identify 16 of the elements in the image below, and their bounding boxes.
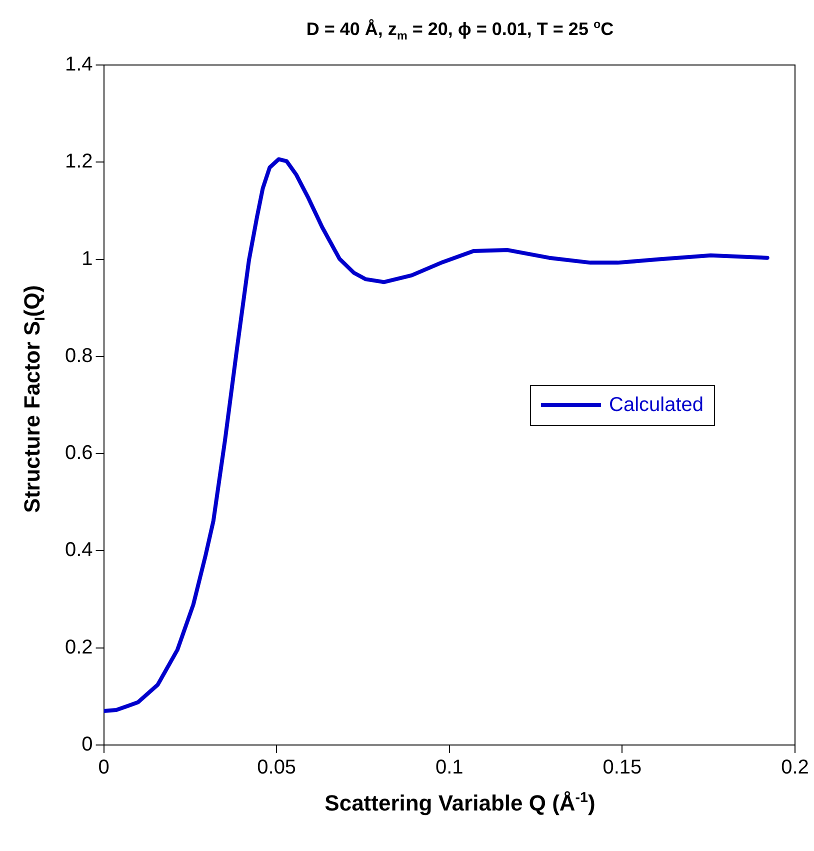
x-tick-label: 0.2 — [781, 756, 809, 779]
y-tick-label: 1.4 — [64, 54, 93, 76]
x-axis-title: Scattering Variable Q (Å$^{-1}$) — [324, 790, 596, 816]
x-tick-label: 0.05 — [257, 756, 296, 779]
y-tick-label: 0.2 — [64, 636, 93, 658]
legend-label: Calculated — [609, 394, 704, 416]
y-tick-label: 0.8 — [64, 344, 93, 367]
x-tick-label: 0.15 — [602, 756, 642, 779]
y-tick-label: 0.4 — [64, 539, 93, 562]
y-tick-label: 1.2 — [64, 150, 93, 173]
chart-title: D = 40 Å, z$_{m}$ = 20, ϕ = 0.01, T = 25 $^{o}$C — [305, 18, 615, 43]
y-tick-label: 1 — [82, 248, 93, 270]
x-tick-label: 0.1 — [435, 756, 464, 779]
x-tick-label: 0 — [98, 756, 110, 779]
y-tick-label: 0.6 — [64, 442, 93, 464]
y-tick-label: 0 — [82, 734, 93, 756]
